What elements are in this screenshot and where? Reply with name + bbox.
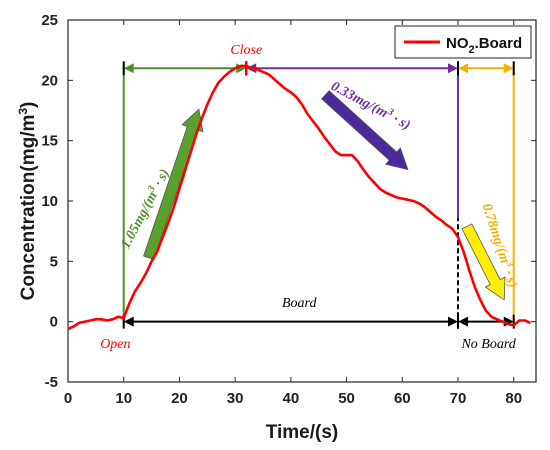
legend-label-suffix: .Board: [475, 35, 523, 52]
interval-arrow-head-left: [458, 316, 468, 327]
x-tick-label: 20: [171, 390, 188, 407]
fat-arrows: [143, 90, 506, 301]
axis-ticks: 0 10 20 30 40 50 60 70 80 -5 0 5 10 15 20 25: [41, 12, 536, 407]
rate-end: · s): [499, 265, 520, 289]
annotation-open: Open: [100, 337, 130, 352]
annotation-close: Close: [230, 43, 262, 58]
y-tick-label: 25: [41, 12, 58, 29]
y-tick-label: 15: [41, 133, 58, 150]
legend-label-prefix: NO: [446, 35, 469, 52]
interval-arrow-head-right: [448, 316, 458, 327]
x-tick-label: 50: [338, 390, 355, 407]
rate-sup: 3: [145, 184, 158, 194]
interval-arrow-head-left: [123, 63, 134, 74]
y-axis-title-sup: 3: [16, 108, 30, 115]
legend-label-sub: 2: [469, 44, 475, 56]
plot-area: [67, 19, 537, 383]
x-tick-label: 30: [227, 390, 244, 407]
rate-sup: 3: [503, 259, 515, 268]
y-tick-label: -5: [45, 374, 58, 391]
x-tick-label: 0: [64, 390, 72, 407]
x-tick-label: 70: [450, 390, 467, 407]
trend-arrow: [321, 90, 409, 171]
guide-lines: [122, 61, 515, 329]
x-tick-label: 40: [283, 390, 300, 407]
y-tick-label: 5: [50, 253, 58, 270]
series-line-no2-board: [67, 64, 531, 331]
legend-label: NO2.Board: [446, 35, 522, 56]
legend: NO2.Board: [394, 25, 532, 59]
x-axis-title: Time/(s): [266, 422, 339, 443]
interval-arrow-head-left: [123, 316, 134, 327]
y-axis-title-end: ): [18, 102, 39, 108]
y-axis-title-main: Concentration(mg/m: [18, 115, 39, 301]
interval-arrow-head-left: [458, 63, 468, 74]
trend-arrow: [461, 223, 506, 301]
x-tick-label: 10: [115, 390, 132, 407]
interval-arrow-head-right: [503, 63, 514, 74]
annotation-no-board: No Board: [460, 337, 516, 352]
y-axis-title: Concentration(mg/m3): [16, 102, 39, 301]
y-tick-label: 10: [41, 193, 58, 210]
interval-arrow-head-right: [448, 63, 458, 74]
x-tick-label: 60: [394, 390, 411, 407]
annotation-board: Board: [282, 296, 317, 311]
y-tick-label: 20: [41, 72, 58, 89]
rate-sup: 3: [385, 106, 395, 119]
x-tick-label: 80: [505, 390, 522, 407]
y-tick-label: 0: [50, 314, 58, 331]
